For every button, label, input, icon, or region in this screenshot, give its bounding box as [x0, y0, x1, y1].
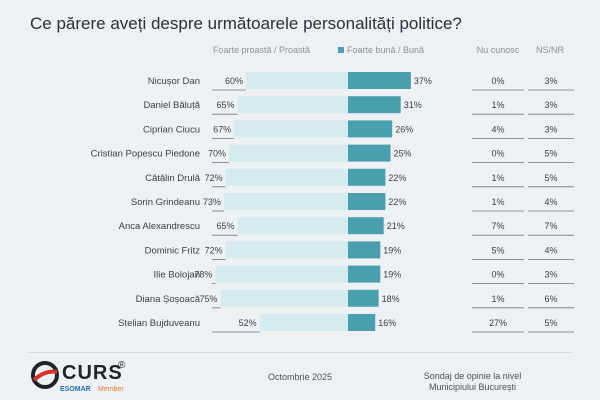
survey-description: Sondaj de opinie la nivel Municipiului B…: [423, 371, 522, 392]
value-nsnr: 5%: [544, 318, 557, 328]
curs-logo-text: CURS: [62, 362, 123, 384]
category-label: Dominic Fritz: [145, 245, 201, 256]
bar-positive: [348, 314, 376, 331]
column-header-nsnr: NS/NR: [535, 45, 564, 55]
column-header-unknown: Nu cunosc: [476, 45, 520, 55]
value-nsnr: 3%: [544, 100, 557, 110]
value-unknown: 0%: [491, 149, 504, 159]
chart: Nicușor Dan 60% 37% 0% 3% Daniel Băluță 65% 31%…: [91, 72, 574, 333]
bar-negative: [225, 241, 348, 259]
value-unknown: 27%: [489, 318, 507, 328]
category-label: Cristian Popescu Piedone: [91, 149, 200, 160]
category-label: Diana Șoșoacă: [136, 294, 201, 305]
bar-positive: [348, 217, 384, 235]
data-label-negative: 67%: [213, 124, 231, 134]
data-label-positive: 22%: [388, 173, 406, 183]
value-nsnr: 5%: [544, 173, 557, 183]
value-nsnr: 3%: [544, 270, 557, 280]
value-unknown: 4%: [491, 124, 504, 134]
bar-negative: [237, 217, 348, 235]
bar-positive: [348, 120, 393, 138]
value-unknown: 0%: [491, 270, 504, 280]
bar-positive: [348, 193, 386, 210]
category-label: Ciprian Ciucu: [143, 124, 200, 135]
data-label-negative: 65%: [216, 100, 234, 110]
value-unknown: 5%: [491, 245, 504, 255]
data-label-positive: 18%: [382, 294, 400, 304]
data-label-positive: 25%: [394, 149, 412, 159]
data-label-negative: 52%: [239, 318, 257, 328]
esomar-member-label: Member: [98, 386, 124, 393]
legend-positive-label: Foarte bună / Bună: [347, 45, 425, 55]
data-label-positive: 37%: [414, 76, 432, 86]
value-unknown: 1%: [491, 100, 504, 110]
bar-negative: [229, 144, 348, 162]
data-label-positive: 19%: [383, 245, 401, 255]
value-nsnr: 4%: [544, 245, 557, 255]
data-label-positive: 22%: [388, 197, 406, 207]
value-nsnr: 3%: [544, 124, 557, 134]
data-label-negative: 72%: [205, 173, 223, 183]
category-label: Ilie Bolojan: [154, 270, 200, 281]
category-label: Sorin Grindeanu: [131, 197, 200, 208]
bar-positive: [348, 168, 386, 186]
bar-negative: [237, 96, 348, 114]
data-label-positive: 21%: [387, 221, 405, 231]
data-label-negative: 65%: [216, 221, 234, 231]
value-nsnr: 7%: [544, 221, 557, 231]
value-unknown: 1%: [491, 173, 504, 183]
value-nsnr: 3%: [544, 76, 557, 86]
bar-negative: [225, 168, 348, 186]
bar-negative: [215, 265, 348, 283]
bar-positive: [348, 289, 379, 307]
value-unknown: 1%: [491, 294, 504, 304]
data-label-positive: 26%: [395, 124, 413, 134]
legend-positive: Foarte bună / Bună: [338, 45, 424, 55]
data-label-negative: 75%: [199, 294, 217, 304]
value-nsnr: 5%: [544, 149, 557, 159]
bar-negative: [220, 289, 348, 307]
value-unknown: 0%: [491, 76, 504, 86]
value-nsnr: 4%: [544, 197, 557, 207]
bar-positive: [348, 96, 401, 114]
data-label-negative: 60%: [225, 76, 243, 86]
value-nsnr: 6%: [544, 294, 557, 304]
category-label: Stelian Bujduveanu: [118, 318, 200, 329]
bar-negative: [246, 72, 348, 89]
bar-negative: [234, 120, 348, 138]
data-label-positive: 16%: [378, 318, 396, 328]
survey-date: Octombrie 2025: [268, 372, 333, 382]
category-label: Nicușor Dan: [148, 76, 200, 87]
data-label-negative: 70%: [208, 149, 226, 159]
data-label-positive: 31%: [404, 100, 422, 110]
value-unknown: 1%: [491, 197, 504, 207]
value-unknown: 7%: [491, 221, 504, 231]
chart-title: Ce părere aveți despre următoarele perso…: [30, 14, 462, 33]
bar-positive: [348, 265, 381, 283]
bar-negative: [223, 193, 348, 210]
data-label-negative: 72%: [205, 245, 223, 255]
category-label: Daniel Băluță: [143, 100, 200, 111]
esomar-label: ESOMAR: [60, 386, 91, 393]
footer-divider: [28, 352, 572, 353]
bar-positive: [348, 144, 391, 162]
legend-swatch-positive: [338, 47, 344, 53]
bar-positive: [348, 72, 411, 89]
category-label: Cătălin Drulă: [145, 173, 201, 184]
data-label-negative: 78%: [194, 270, 212, 280]
bar-negative: [259, 314, 348, 331]
data-label-positive: 19%: [383, 270, 401, 280]
category-label: Anca Alexandrescu: [119, 221, 200, 232]
logo-registered-mark: ®: [118, 360, 126, 371]
legend-negative: Foarte proastă / Proastă: [212, 45, 310, 55]
curs-logo-icon: [31, 361, 59, 389]
data-label-negative: 73%: [203, 197, 221, 207]
bar-positive: [348, 241, 381, 259]
